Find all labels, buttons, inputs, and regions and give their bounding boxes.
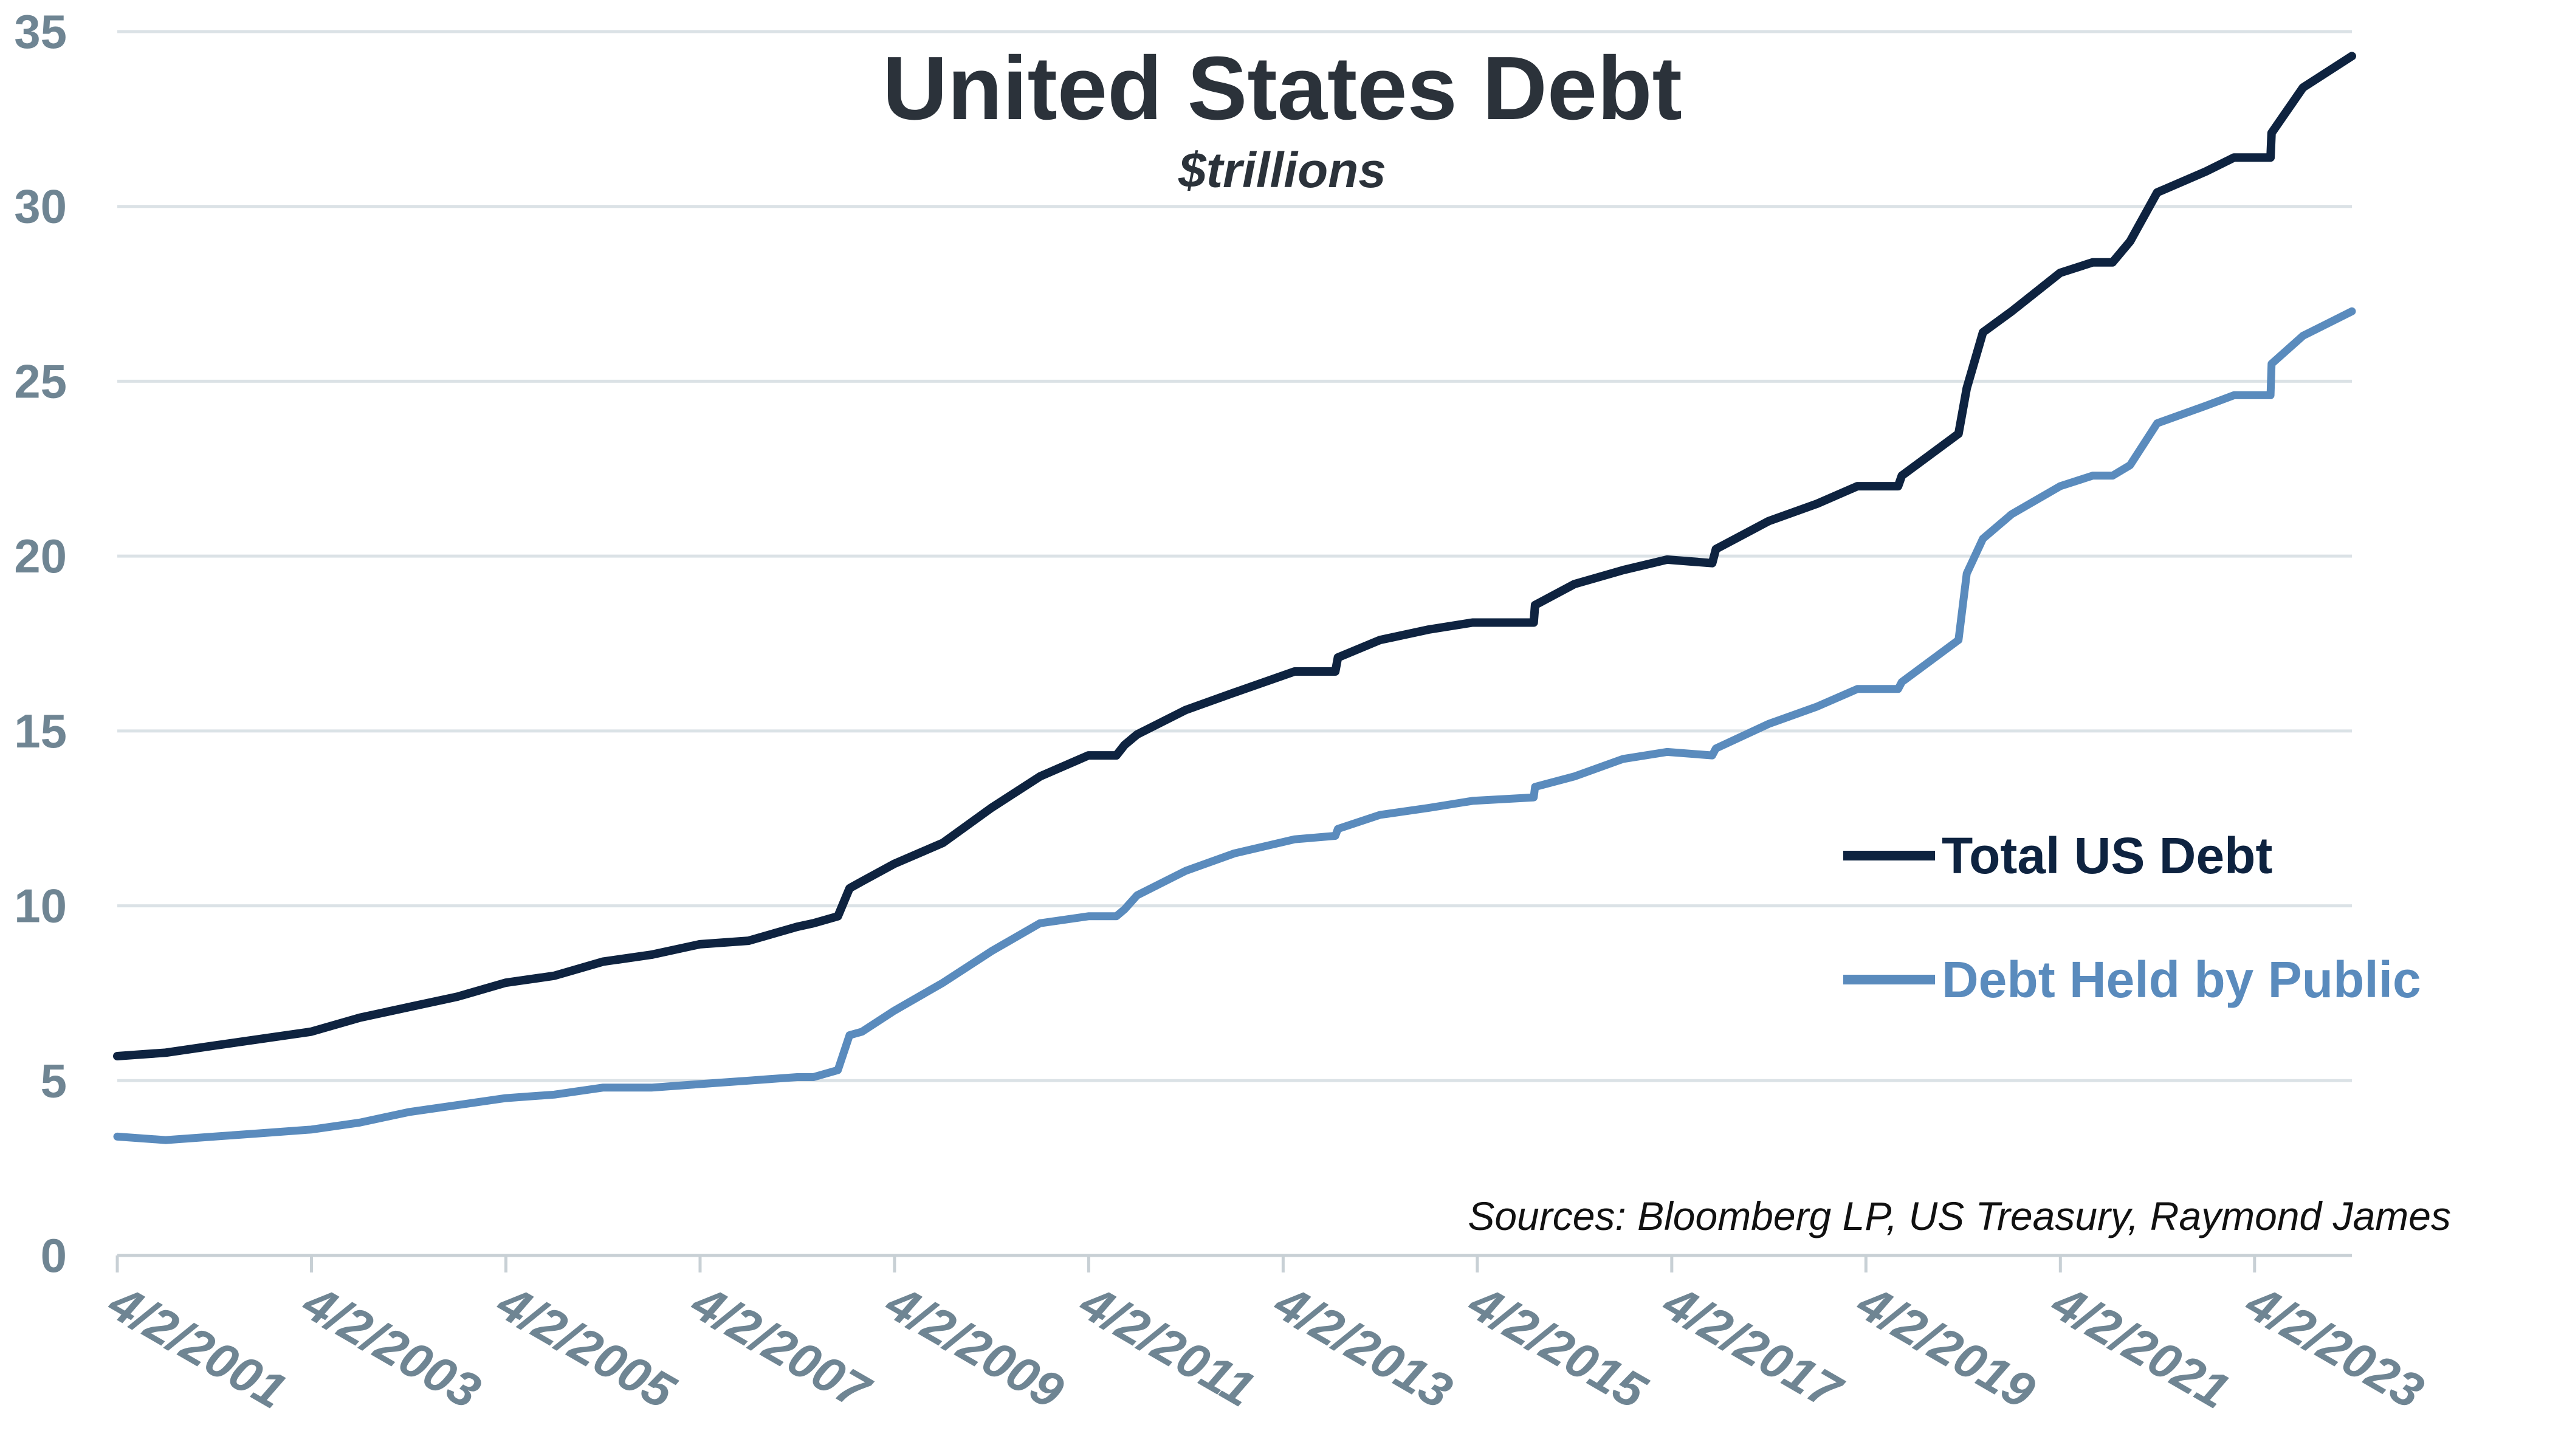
chart-title: United States Debt	[882, 38, 1682, 139]
x-tick-label: 4/2/2011	[1070, 1274, 1263, 1418]
x-tick-label: 4/2/2021	[2042, 1274, 2239, 1420]
y-axis-tick-labels: 0 5 10 15 20 25 30 35	[14, 5, 67, 1282]
x-tick-label: 4/2/2003	[293, 1274, 490, 1420]
y-tick-label: 10	[14, 879, 67, 933]
series-line-total-us-debt	[113, 52, 2356, 1060]
x-axis	[115, 1254, 2352, 1272]
series-lines	[113, 52, 2356, 1144]
legend-label-debt-held-by-public: Debt Held by Public	[1942, 951, 2421, 1008]
y-tick-label: 25	[14, 354, 67, 408]
x-tick-label: 4/2/2007	[681, 1274, 880, 1421]
y-tick-label: 20	[14, 529, 67, 583]
source-note: Sources: Bloomberg LP, US Treasury, Raym…	[1468, 1193, 2451, 1238]
x-tick-label: 4/2/2019	[1847, 1274, 2044, 1420]
gridlines	[117, 30, 2352, 1082]
y-tick-label: 5	[41, 1054, 67, 1107]
x-tick-label: 4/2/2009	[876, 1274, 1073, 1420]
y-tick-label: 30	[14, 180, 67, 233]
x-tick-label: 4/2/2005	[487, 1274, 685, 1420]
y-tick-label: 0	[41, 1229, 67, 1282]
legend: Total US Debt Debt Held by Public	[1843, 827, 2421, 1008]
x-tick-label: 4/2/2013	[1265, 1274, 1462, 1420]
y-tick-label: 15	[14, 704, 67, 758]
y-tick-label: 35	[14, 5, 67, 58]
x-axis-tick-labels: 4/2/20014/2/20034/2/20054/2/20074/2/2009…	[98, 1274, 2432, 1421]
x-tick-label: 4/2/2001	[98, 1274, 295, 1420]
x-tick-label: 4/2/2015	[1459, 1274, 1656, 1420]
x-tick-label: 4/2/2023	[2236, 1274, 2433, 1420]
series-line-debt-held-by-public	[113, 307, 2356, 1144]
x-tick-label: 4/2/2017	[1653, 1274, 1852, 1421]
chart-subtitle: $trillions	[1178, 143, 1386, 198]
legend-label-total-us-debt: Total US Debt	[1942, 827, 2272, 884]
